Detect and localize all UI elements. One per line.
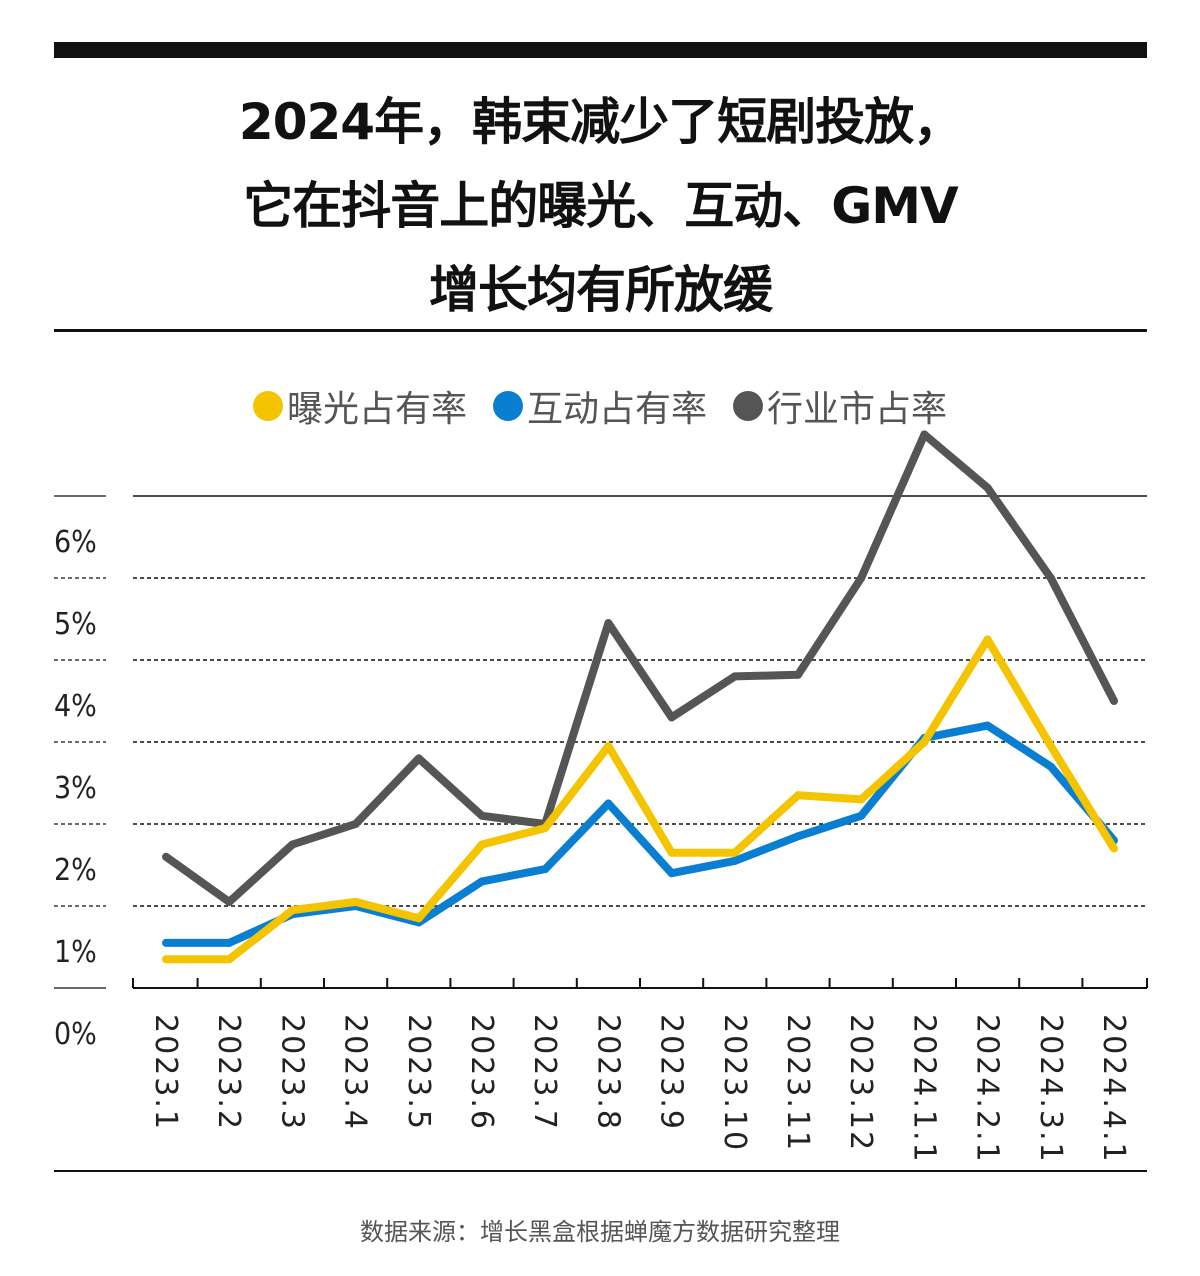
data-point-exposure [478,840,486,849]
data-point-industry [857,574,866,582]
title-line-1: 2024年，韩束减少了短剧投放， [238,93,963,151]
legend-label-industry: 行业市占率 [767,389,948,430]
x-tick-label: 2023.3 [274,1014,309,1131]
source-note: 数据来源：增长黑盒根据蝉魔方数据研究整理 [360,1218,840,1246]
data-point-industry [794,670,802,679]
series-line-industry [163,430,1118,906]
data-point-interaction [983,721,992,730]
legend-label-exposure: 曝光占有率 [286,389,467,430]
data-point-interaction [730,856,739,865]
series-line-interaction [166,721,1118,947]
title-line-3: 增长均有所放缓 [429,261,773,319]
series-line-exposure [166,635,1118,964]
data-point-industry [604,619,613,628]
data-point-industry [1110,697,1118,705]
data-point-interaction [667,869,676,878]
x-tick-label: 2023.5 [401,1014,436,1131]
y-axis-labels: 0% 1% 2% 3% 4% 5% 6% [54,525,97,1052]
data-point-interaction [225,938,234,947]
x-tick-label: 2023.9 [654,1014,689,1131]
x-tick-label: 2024.2.1 [970,1014,1005,1164]
y-tick-label: 0% [54,1017,97,1052]
series-layer [162,430,1118,964]
data-point-exposure [730,848,739,857]
data-point-industry [478,811,486,820]
data-point-exposure [288,906,297,915]
data-point-industry [983,483,992,492]
data-point-interaction [541,865,550,874]
data-point-interaction [478,877,486,886]
legend-item-exposure: 曝光占有率 [252,380,467,432]
x-tick-label: 2024.1.1 [906,1014,941,1164]
x-tick-label: 2023.4 [338,1014,373,1131]
y-tick-label: 6% [54,525,97,560]
x-tick-label: 2023.2 [211,1014,246,1131]
x-tick-label: 2023.1 [148,1014,183,1131]
data-point-industry [225,897,234,906]
legend-dot-interaction [492,391,523,421]
y-tick-label: 1% [54,935,97,970]
legend-item-interaction: 互动占有率 [492,380,707,432]
data-point-exposure [604,742,613,751]
data-point-exposure [414,914,423,923]
y-tick-label: 3% [54,771,97,806]
data-point-interaction [794,832,802,841]
data-point-industry [667,713,676,722]
grid-layer [54,495,1147,989]
data-point-interaction [604,799,613,808]
x-tick-label: 2023.10 [717,1014,752,1152]
data-point-exposure [225,955,234,964]
data-point-industry [920,430,929,439]
y-tick-label: 5% [54,607,97,642]
title-divider [54,329,1147,332]
data-point-exposure [794,791,802,800]
y-tick-label: 4% [54,689,97,724]
x-tick-label: 2023.8 [590,1014,625,1131]
data-point-industry [1046,574,1055,582]
legend-dot-exposure [252,391,283,421]
data-point-exposure [667,848,676,857]
x-tick-label: 2023.11 [780,1014,815,1152]
x-axis [132,978,1148,989]
data-point-exposure [1110,844,1118,853]
data-point-interaction [162,938,170,947]
x-tick-label: 2024.3.1 [1033,1014,1068,1164]
data-point-exposure [983,635,992,644]
x-tick-label: 2024.4.1 [1096,1014,1131,1164]
data-point-exposure [162,955,170,964]
legend: 曝光占有率 互动占有率 行业市占率 [0,380,1200,432]
data-point-exposure [351,897,360,906]
y-tick-label: 2% [54,853,97,888]
legend-dot-industry [733,391,763,421]
x-axis-labels: 2023.1 2023.2 2023.3 2023.4 2023.5 2023.6 2023… [148,1014,1131,1164]
data-point-interaction [857,811,866,820]
data-point-exposure [857,795,866,804]
data-point-industry [162,852,170,861]
top-bar [54,42,1147,58]
chart-title: 2024年，韩束减少了短剧投放， 它在抖音上的曝光、互动、GMV 增长均有所放缓 [54,80,1147,332]
bottom-divider [54,1170,1147,1172]
title-line-2: 它在抖音上的曝光、互动、GMV [243,177,959,235]
data-point-exposure [541,824,550,833]
legend-item-industry: 行业市占率 [733,380,947,432]
data-point-interaction [1046,762,1055,771]
data-point-industry [351,820,360,828]
x-tick-label: 2023.12 [843,1014,878,1152]
data-point-exposure [1046,742,1055,751]
x-tick-label: 2023.7 [527,1014,562,1131]
data-point-exposure [920,738,929,746]
data-point-industry [288,840,297,849]
x-tick-label: 2023.6 [464,1014,499,1131]
data-point-industry [730,672,739,681]
legend-label-interaction: 互动占有率 [526,389,707,430]
data-point-industry [414,754,423,763]
